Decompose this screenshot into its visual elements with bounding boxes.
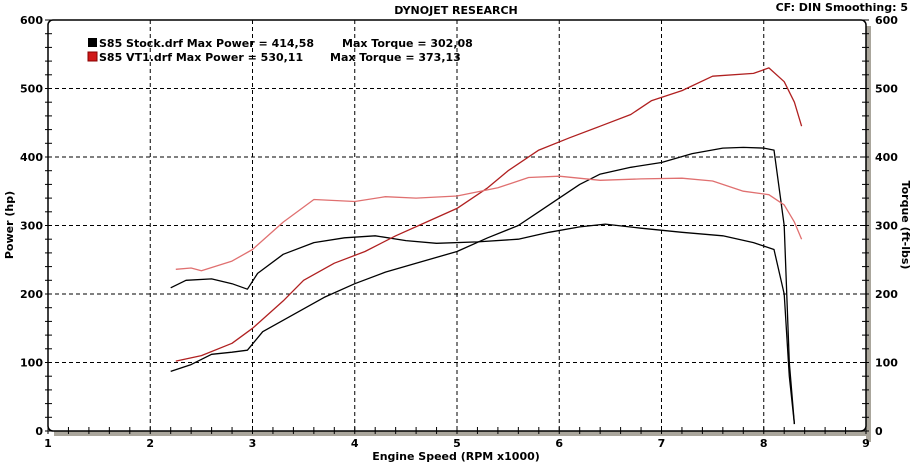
legend-torque-vt1: Max Torque = 373,13 xyxy=(330,51,461,64)
frame-shadow-bottom xyxy=(54,431,871,436)
x-axis-label: Engine Speed (RPM x1000) xyxy=(372,450,540,463)
plot-frame xyxy=(47,19,871,442)
y2-tick-label: 600 xyxy=(875,14,898,27)
series-s85-vt1-drf-power xyxy=(175,67,803,362)
legend-label-stock: S85 Stock.drf Max Power = 414,58 xyxy=(99,37,314,50)
legend-swatch-stock xyxy=(88,38,97,47)
x-tick-label: 7 xyxy=(658,437,666,450)
x-tick-label: 5 xyxy=(453,437,461,450)
y2-axis-label: Torque (ft-lbs) xyxy=(899,181,912,270)
y-tick-label: 500 xyxy=(20,83,43,96)
frame-shadow-right xyxy=(866,26,871,442)
y2-tick-label: 100 xyxy=(875,357,898,370)
x-tick-label: 3 xyxy=(249,437,257,450)
series-s85-stock-drf-torque xyxy=(170,223,796,425)
legend-swatch-vt1 xyxy=(87,51,98,62)
x-tick-label: 9 xyxy=(862,437,870,450)
y2-tick-label: 500 xyxy=(875,83,898,96)
y2-tick-label: 300 xyxy=(875,220,898,233)
x-tick-label: 6 xyxy=(555,437,563,450)
y-tick-label: 600 xyxy=(20,14,43,27)
grid xyxy=(48,20,866,431)
y2-tick-label: 400 xyxy=(875,151,898,164)
y-axis-label: Power (hp) xyxy=(3,191,16,259)
x-tick-label: 4 xyxy=(351,437,359,450)
x-tick-label: 8 xyxy=(760,437,768,450)
legend-torque-stock: Max Torque = 302,08 xyxy=(342,37,473,50)
series-lines xyxy=(170,67,803,425)
series-s85-vt1-drf-torque xyxy=(175,175,803,272)
y-tick-label: 100 xyxy=(20,357,43,370)
y2-tick-label: 0 xyxy=(875,425,883,438)
y-tick-label: 200 xyxy=(20,288,43,301)
legend: S85 Stock.drf Max Power = 414,58 Max Tor… xyxy=(87,37,473,64)
legend-label-vt1: S85 VT1.drf Max Power = 530,11 xyxy=(99,51,303,64)
x-tick-label: 2 xyxy=(146,437,154,450)
y-tick-label: 400 xyxy=(20,151,43,164)
correction-info: CF: DIN Smoothing: 5 xyxy=(776,1,908,14)
y-tick-label: 300 xyxy=(20,220,43,233)
x-tick-label: 1 xyxy=(44,437,52,450)
chart-title: DYNOJET RESEARCH xyxy=(394,4,517,17)
y2-tick-label: 200 xyxy=(875,288,898,301)
y-tick-label: 0 xyxy=(35,425,43,438)
series-s85-stock-drf-power xyxy=(170,146,796,425)
